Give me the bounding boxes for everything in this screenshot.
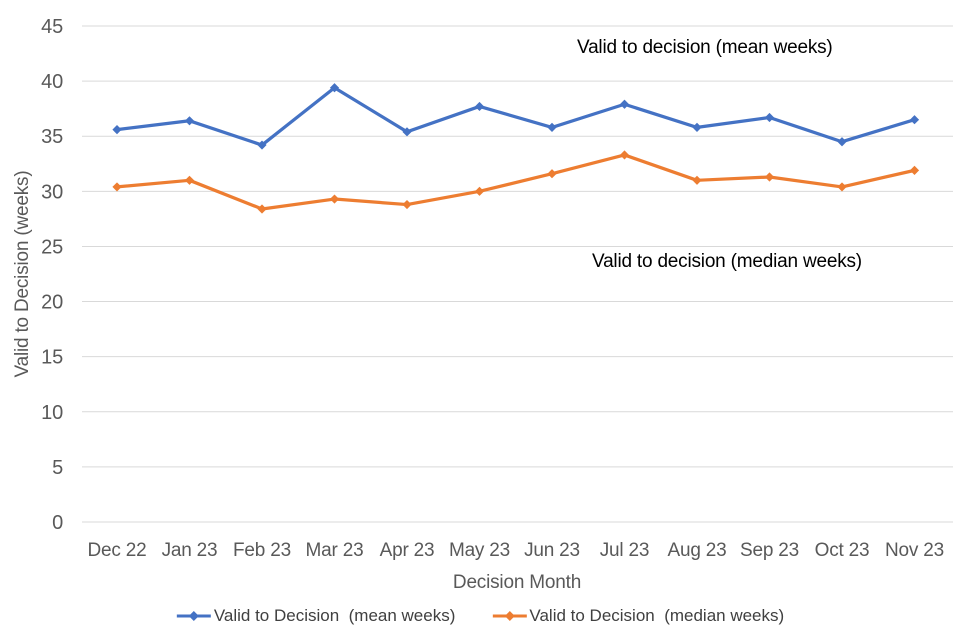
y-tick-label: 10 xyxy=(41,402,63,424)
series-line-mean xyxy=(116,86,915,147)
data-point-marker xyxy=(837,137,847,147)
y-tick-label: 35 xyxy=(41,126,63,148)
x-tick-label: Nov 23 xyxy=(885,540,944,561)
legend-label-mean: Valid to Decision (mean weeks) xyxy=(213,606,456,625)
data-point-marker xyxy=(402,199,412,210)
data-point-marker xyxy=(619,150,630,160)
data-point-marker xyxy=(257,204,267,214)
x-tick-label: Sep 23 xyxy=(740,540,799,561)
annotation-mean-series: Valid to decision (mean weeks) xyxy=(577,37,833,58)
x-tick-label: Aug 23 xyxy=(667,540,726,561)
annotation-median-series: Valid to decision (median weeks) xyxy=(592,251,862,272)
data-point-marker xyxy=(112,125,122,135)
data-point-marker xyxy=(112,182,122,192)
x-tick-label: Oct 23 xyxy=(815,540,870,561)
data-point-marker xyxy=(547,122,557,133)
legend-item-mean: Valid to Decision (mean weeks) xyxy=(176,606,456,626)
y-tick-label: 5 xyxy=(52,457,63,479)
chart-legend: Valid to Decision (mean weeks) Valid to … xyxy=(176,606,784,626)
data-point-marker xyxy=(402,127,412,137)
data-point-marker xyxy=(474,186,485,196)
y-tick-label: 0 xyxy=(52,512,63,534)
data-point-marker xyxy=(837,182,847,192)
y-axis-title: Valid to Decision (weeks) xyxy=(12,171,33,378)
legend-line-marker-mean-icon xyxy=(176,611,211,621)
data-point-marker xyxy=(329,194,340,204)
series-layer xyxy=(112,83,920,214)
data-point-marker xyxy=(619,99,630,109)
legend-item-median: Valid to Decision (median weeks) xyxy=(491,606,784,626)
data-point-marker xyxy=(184,175,195,185)
x-axis-title: Decision Month xyxy=(453,572,581,593)
data-point-marker xyxy=(764,172,775,182)
y-tick-label: 40 xyxy=(41,71,63,93)
data-point-marker xyxy=(692,122,702,133)
data-point-marker xyxy=(329,83,340,93)
x-tick-label: Jun 23 xyxy=(524,540,580,561)
legend-line-marker-median-icon xyxy=(492,611,527,621)
x-tick-label: May 23 xyxy=(449,540,510,561)
x-tick-label: Jul 23 xyxy=(600,540,650,561)
gridlines-layer xyxy=(82,25,953,523)
y-tick-label: 25 xyxy=(41,236,63,258)
x-tick-label: Mar 23 xyxy=(306,540,364,561)
x-tick-label: Apr 23 xyxy=(380,540,435,561)
data-point-marker xyxy=(184,116,195,126)
data-point-marker xyxy=(909,165,920,175)
x-tick-label: Dec 22 xyxy=(87,540,146,561)
data-point-marker xyxy=(257,140,267,150)
series-line-median xyxy=(116,153,915,211)
data-point-marker xyxy=(547,169,557,179)
x-tick-label: Feb 23 xyxy=(233,540,291,561)
y-tick-label: 15 xyxy=(41,347,63,369)
x-tick-label: Jan 23 xyxy=(162,540,218,561)
data-point-marker xyxy=(692,175,702,185)
data-point-marker xyxy=(474,101,485,112)
data-point-marker xyxy=(764,112,775,123)
y-tick-label: 45 xyxy=(41,16,63,38)
data-point-marker xyxy=(909,115,920,125)
axis-ticks-layer: 45 40 35 30 25 20 15 10 5 0 Dec 22 Jan 23 Feb 23 Mar … xyxy=(41,16,944,561)
legend-label-median: Valid to Decision (median weeks) xyxy=(529,606,785,625)
y-tick-label: 20 xyxy=(41,292,63,314)
y-tick-label: 30 xyxy=(41,181,63,203)
